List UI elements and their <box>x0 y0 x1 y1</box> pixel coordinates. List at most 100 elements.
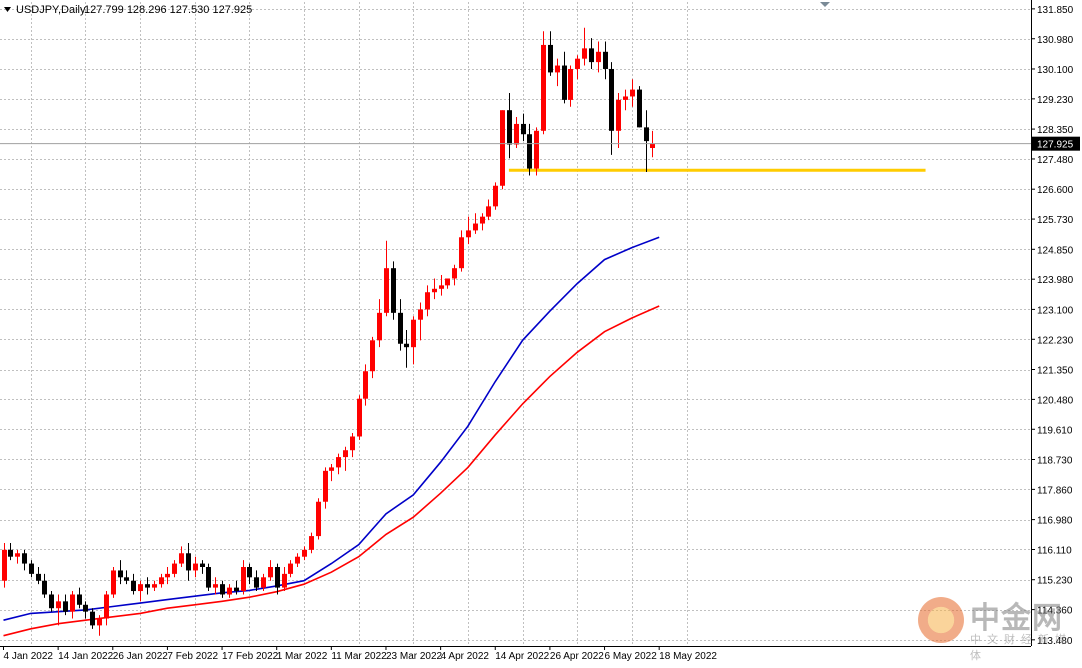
candle-body <box>254 577 259 588</box>
candle <box>83 601 88 619</box>
price-tick-label: 116.110 <box>1037 545 1072 556</box>
candle-body <box>398 312 403 344</box>
scroll-marker-icon[interactable] <box>820 2 830 7</box>
time-tick-label: 18 May 2022 <box>659 651 717 662</box>
candle-body <box>500 110 505 186</box>
candle <box>486 199 491 221</box>
price-axis[interactable]: 131.850 130.980 130.100 129.230 128.350 127.4… <box>1031 5 1074 647</box>
candle <box>500 110 505 190</box>
candle-body <box>261 577 266 588</box>
price-tick-label: 124.850 <box>1037 245 1074 256</box>
dropdown-triangle-icon[interactable] <box>4 7 11 12</box>
candle <box>575 55 580 80</box>
candle <box>370 336 375 379</box>
candle <box>247 563 252 585</box>
candle-body <box>514 123 519 145</box>
time-tick-label: 26 Apr 2022 <box>550 651 604 662</box>
candle <box>309 532 314 554</box>
candle-body <box>70 594 75 612</box>
candle <box>623 89 628 111</box>
candle <box>391 261 396 320</box>
candle-body <box>241 567 246 592</box>
watermark-sub-text: 中文财经新媒体 <box>970 633 1072 662</box>
candle <box>36 567 41 585</box>
candle <box>589 38 594 69</box>
candle-body <box>650 143 655 149</box>
candle <box>200 560 205 574</box>
candle <box>97 615 102 636</box>
candle <box>377 299 382 348</box>
candle <box>555 58 560 87</box>
candle <box>398 299 403 351</box>
candle-body <box>2 549 7 581</box>
grid-lines <box>0 2 1031 646</box>
candle <box>616 93 621 148</box>
candle <box>49 591 54 612</box>
candle <box>644 110 649 173</box>
time-tick-label: 26 Jan 2022 <box>113 651 168 662</box>
candle-body <box>425 292 430 310</box>
candle <box>261 573 266 592</box>
candle-body <box>90 611 95 626</box>
candle-body <box>357 398 362 437</box>
candle-body <box>548 44 553 73</box>
candle-body <box>480 216 485 224</box>
candle <box>562 51 567 104</box>
candle <box>124 570 129 585</box>
candle-body <box>521 123 526 135</box>
candle-body <box>234 587 239 592</box>
candle-body <box>227 587 232 595</box>
candle <box>56 594 61 626</box>
candle-body <box>118 570 123 578</box>
candle <box>350 433 355 458</box>
candle-body <box>97 618 102 626</box>
candle <box>111 567 116 598</box>
candle-body <box>15 553 20 557</box>
candle-body <box>8 549 13 557</box>
candle <box>404 330 409 368</box>
candle-body <box>295 556 300 564</box>
candle <box>480 213 485 231</box>
candle-body <box>507 110 512 145</box>
price-tick-label: 115.230 <box>1037 576 1073 587</box>
time-axis[interactable]: 4 Jan 2022 14 Jan 2022 26 Jan 2022 7 Feb 20… <box>3 646 718 662</box>
candle <box>507 93 512 159</box>
candle <box>70 591 75 619</box>
candle <box>316 498 321 540</box>
time-tick-label: 7 Feb 2022 <box>167 651 218 662</box>
candle-body <box>637 89 642 128</box>
price-tick-label: 117.860 <box>1037 485 1073 496</box>
candle <box>2 542 7 588</box>
candle-body <box>159 577 164 585</box>
candle <box>104 591 109 626</box>
candle-body <box>493 185 498 207</box>
candle-body <box>486 206 491 217</box>
candle <box>596 41 601 73</box>
candle <box>220 580 225 598</box>
watermark-main-text: 中金网 <box>970 601 1063 636</box>
candle <box>145 577 150 595</box>
candle-body <box>609 68 614 131</box>
candle-body <box>200 563 205 568</box>
moving-averages <box>3 236 660 637</box>
candle-body <box>343 450 348 458</box>
price-tick-label: 130.980 <box>1037 35 1074 46</box>
candle <box>630 79 635 107</box>
candle-body <box>282 573 287 588</box>
candle-body <box>644 127 649 142</box>
candle-body <box>616 99 621 131</box>
price-tick-label: 127.480 <box>1037 155 1074 166</box>
price-tick-label: 113.480 <box>1037 636 1073 647</box>
candle-body <box>411 319 416 348</box>
candle-body <box>77 594 82 605</box>
candle <box>363 364 368 406</box>
candle <box>118 560 123 585</box>
candle <box>8 542 13 561</box>
candle-body <box>172 563 177 574</box>
candle-body <box>391 268 396 313</box>
candle <box>445 278 450 289</box>
candle-body <box>186 553 191 571</box>
moving-average-fast-line <box>3 236 660 621</box>
